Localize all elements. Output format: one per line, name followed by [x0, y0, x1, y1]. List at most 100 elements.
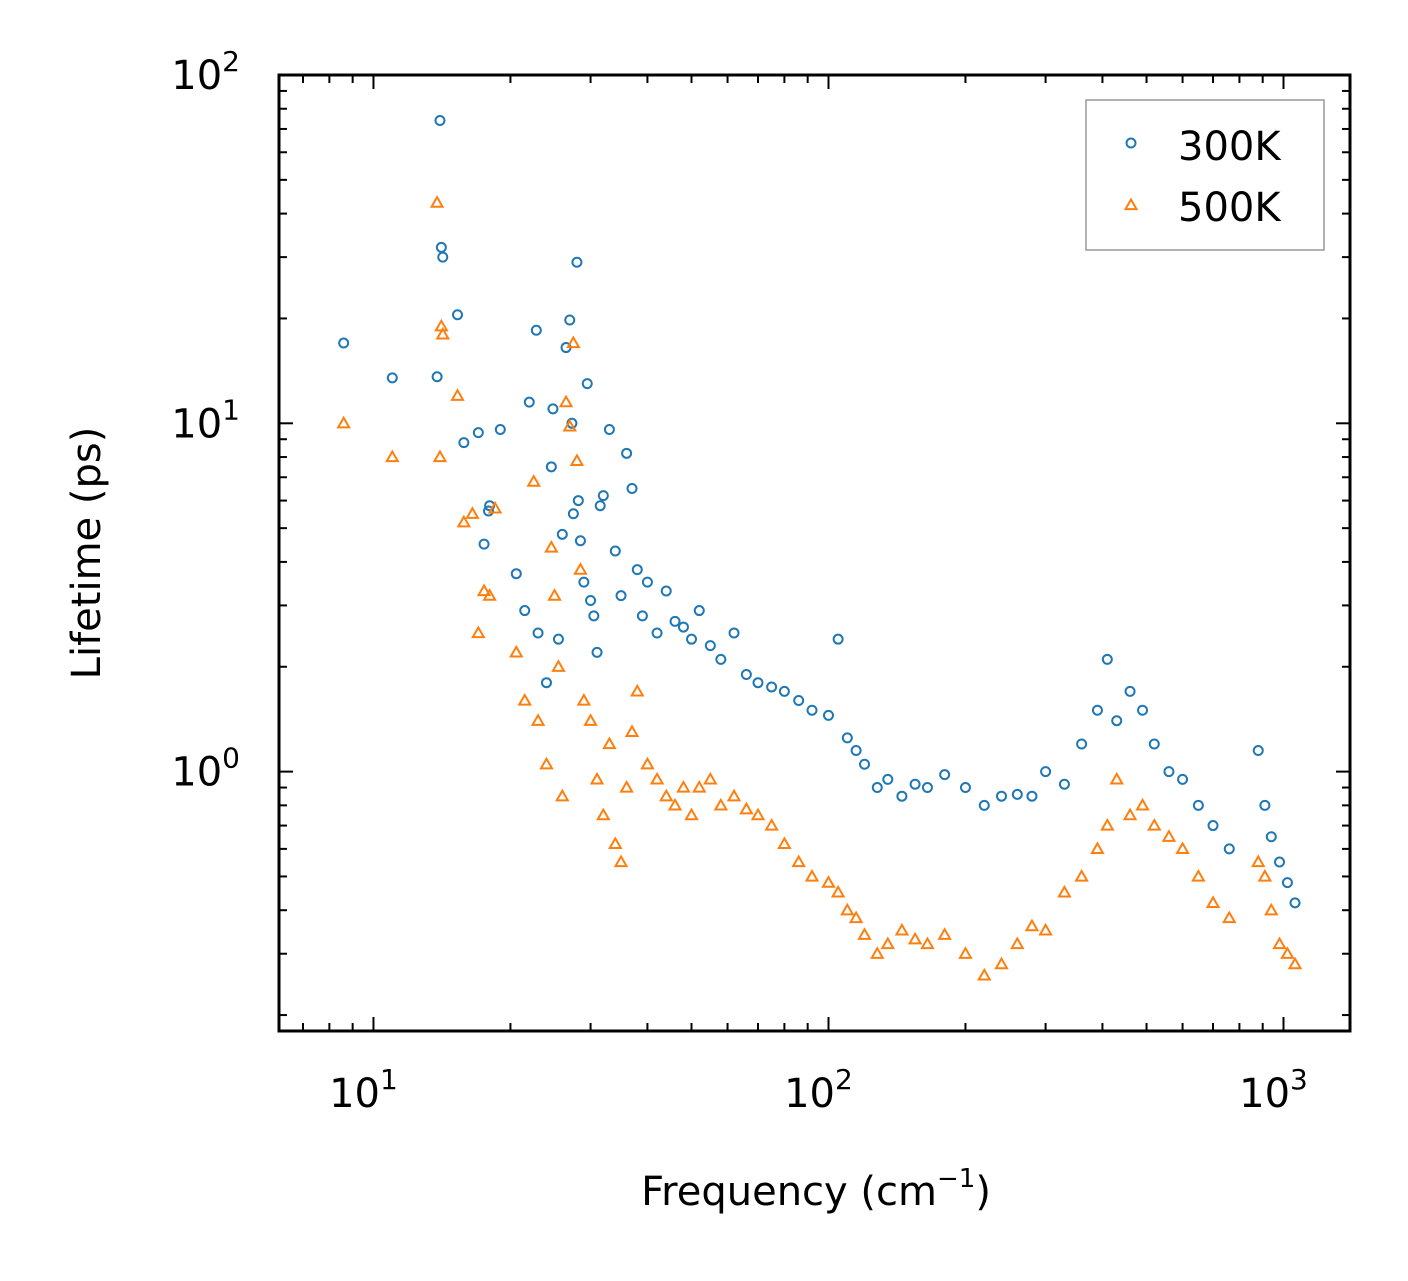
data-point-300k — [585, 594, 597, 606]
series-layer — [336, 115, 1303, 981]
data-point-300k — [1026, 790, 1038, 802]
y-tick-label-base: 10 — [171, 750, 222, 796]
data-point-300k — [510, 568, 522, 580]
data-point-500k — [848, 910, 864, 924]
legend-box — [1085, 99, 1325, 251]
data-point-300k — [1252, 744, 1264, 756]
data-point-300k — [567, 508, 579, 520]
data-point-500k — [435, 326, 450, 340]
data-point-500k — [573, 562, 588, 575]
data-point-300k — [882, 773, 894, 785]
x-tick-label-base: 10 — [1239, 1071, 1290, 1117]
data-point-500k — [624, 724, 640, 738]
x-tick-label: 102 — [784, 1063, 853, 1117]
data-point-500k — [977, 967, 992, 981]
data-point-300k — [1076, 738, 1088, 750]
data-point-500k — [1272, 936, 1287, 950]
data-point-300k — [793, 695, 805, 707]
data-point-300k — [523, 396, 535, 408]
data-point-500k — [777, 836, 792, 850]
data-point-300k — [677, 621, 689, 633]
data-point-500k — [517, 692, 532, 706]
data-point-300k — [1281, 877, 1293, 889]
data-point-500k — [1100, 818, 1115, 831]
data-point-300k — [1011, 788, 1023, 800]
data-point-500k — [530, 713, 546, 726]
data-point-300k — [631, 564, 643, 576]
data-point-300k — [740, 669, 752, 681]
data-point-500k — [750, 807, 766, 821]
data-point-300k — [959, 782, 971, 794]
data-point-300k — [1207, 820, 1219, 832]
data-point-300k — [571, 256, 583, 268]
data-point-300k — [1040, 766, 1052, 778]
data-point-500k — [667, 797, 683, 811]
data-point-300k — [766, 681, 778, 693]
data-point-500k — [482, 588, 497, 601]
data-point-300k — [556, 528, 568, 540]
data-point-300k — [1259, 799, 1271, 811]
data-point-300k — [591, 646, 603, 658]
data-point-500k — [432, 449, 448, 463]
x-tick-label: 101 — [329, 1063, 398, 1117]
data-point-300k — [641, 576, 653, 588]
data-point-500k — [713, 797, 729, 811]
data-point-500k — [1175, 841, 1190, 855]
data-point-300k — [1265, 831, 1277, 843]
data-point-300k — [483, 505, 495, 517]
data-point-500k — [1024, 918, 1040, 932]
data-point-500k — [551, 659, 566, 672]
data-point-500k — [613, 854, 629, 868]
data-point-500k — [764, 818, 779, 831]
x-tick-label-exp: 1 — [380, 1063, 398, 1096]
data-point-500k — [1038, 922, 1053, 936]
data-point-500k — [1109, 771, 1124, 785]
x-tick-label-base: 10 — [329, 1071, 380, 1117]
data-point-300k — [434, 115, 446, 127]
data-point-500k — [1251, 854, 1266, 868]
data-point-500k — [1161, 829, 1177, 842]
data-point-300k — [452, 309, 464, 321]
data-point-300k — [532, 627, 544, 639]
data-point-500k — [1264, 902, 1279, 916]
x-tick-label-exp: 2 — [835, 1063, 853, 1096]
data-point-500k — [821, 875, 836, 888]
data-point-500k — [1222, 910, 1237, 924]
data-point-300k — [921, 782, 933, 794]
data-point-300k — [686, 633, 698, 645]
data-point-500k — [429, 195, 445, 208]
data-point-500k — [596, 807, 611, 821]
y-tick-label-exp: 1 — [222, 393, 240, 426]
data-point-300k — [494, 423, 506, 435]
x-tick-label: 103 — [1239, 1063, 1308, 1117]
data-point-500k — [476, 583, 492, 597]
data-point-500k — [739, 801, 754, 815]
data-point-300k — [564, 314, 576, 326]
data-point-300k — [995, 790, 1007, 802]
data-point-500k — [703, 771, 718, 785]
y-tick-label: 102 — [171, 45, 240, 99]
y-tick-label-exp: 0 — [222, 742, 240, 775]
data-point-300k — [859, 758, 871, 770]
data-point-300k — [530, 324, 542, 336]
data-point-300k — [715, 653, 727, 665]
data-point-500k — [907, 931, 923, 945]
x-axis-label: Frequency (cm−1) — [641, 1164, 991, 1215]
data-point-300k — [578, 576, 590, 588]
data-point-500k — [920, 936, 935, 950]
data-point-500k — [544, 539, 559, 553]
legend-label-500k: 500K — [1178, 185, 1282, 231]
data-point-500k — [684, 807, 699, 821]
legend-marker-300k — [1125, 137, 1137, 149]
data-point-500k — [1074, 868, 1089, 882]
data-point-500k — [659, 788, 674, 802]
data-point-500k — [456, 514, 472, 528]
data-point-500k — [1135, 797, 1150, 811]
data-point-500k — [1280, 946, 1295, 959]
data-point-300k — [669, 615, 681, 627]
data-point-500k — [539, 756, 554, 770]
y-axis-label: Lifetime (ps) — [64, 427, 110, 680]
legend-marker-500k — [1123, 197, 1139, 211]
data-point-300k — [581, 378, 593, 390]
data-point-500k — [937, 927, 952, 940]
